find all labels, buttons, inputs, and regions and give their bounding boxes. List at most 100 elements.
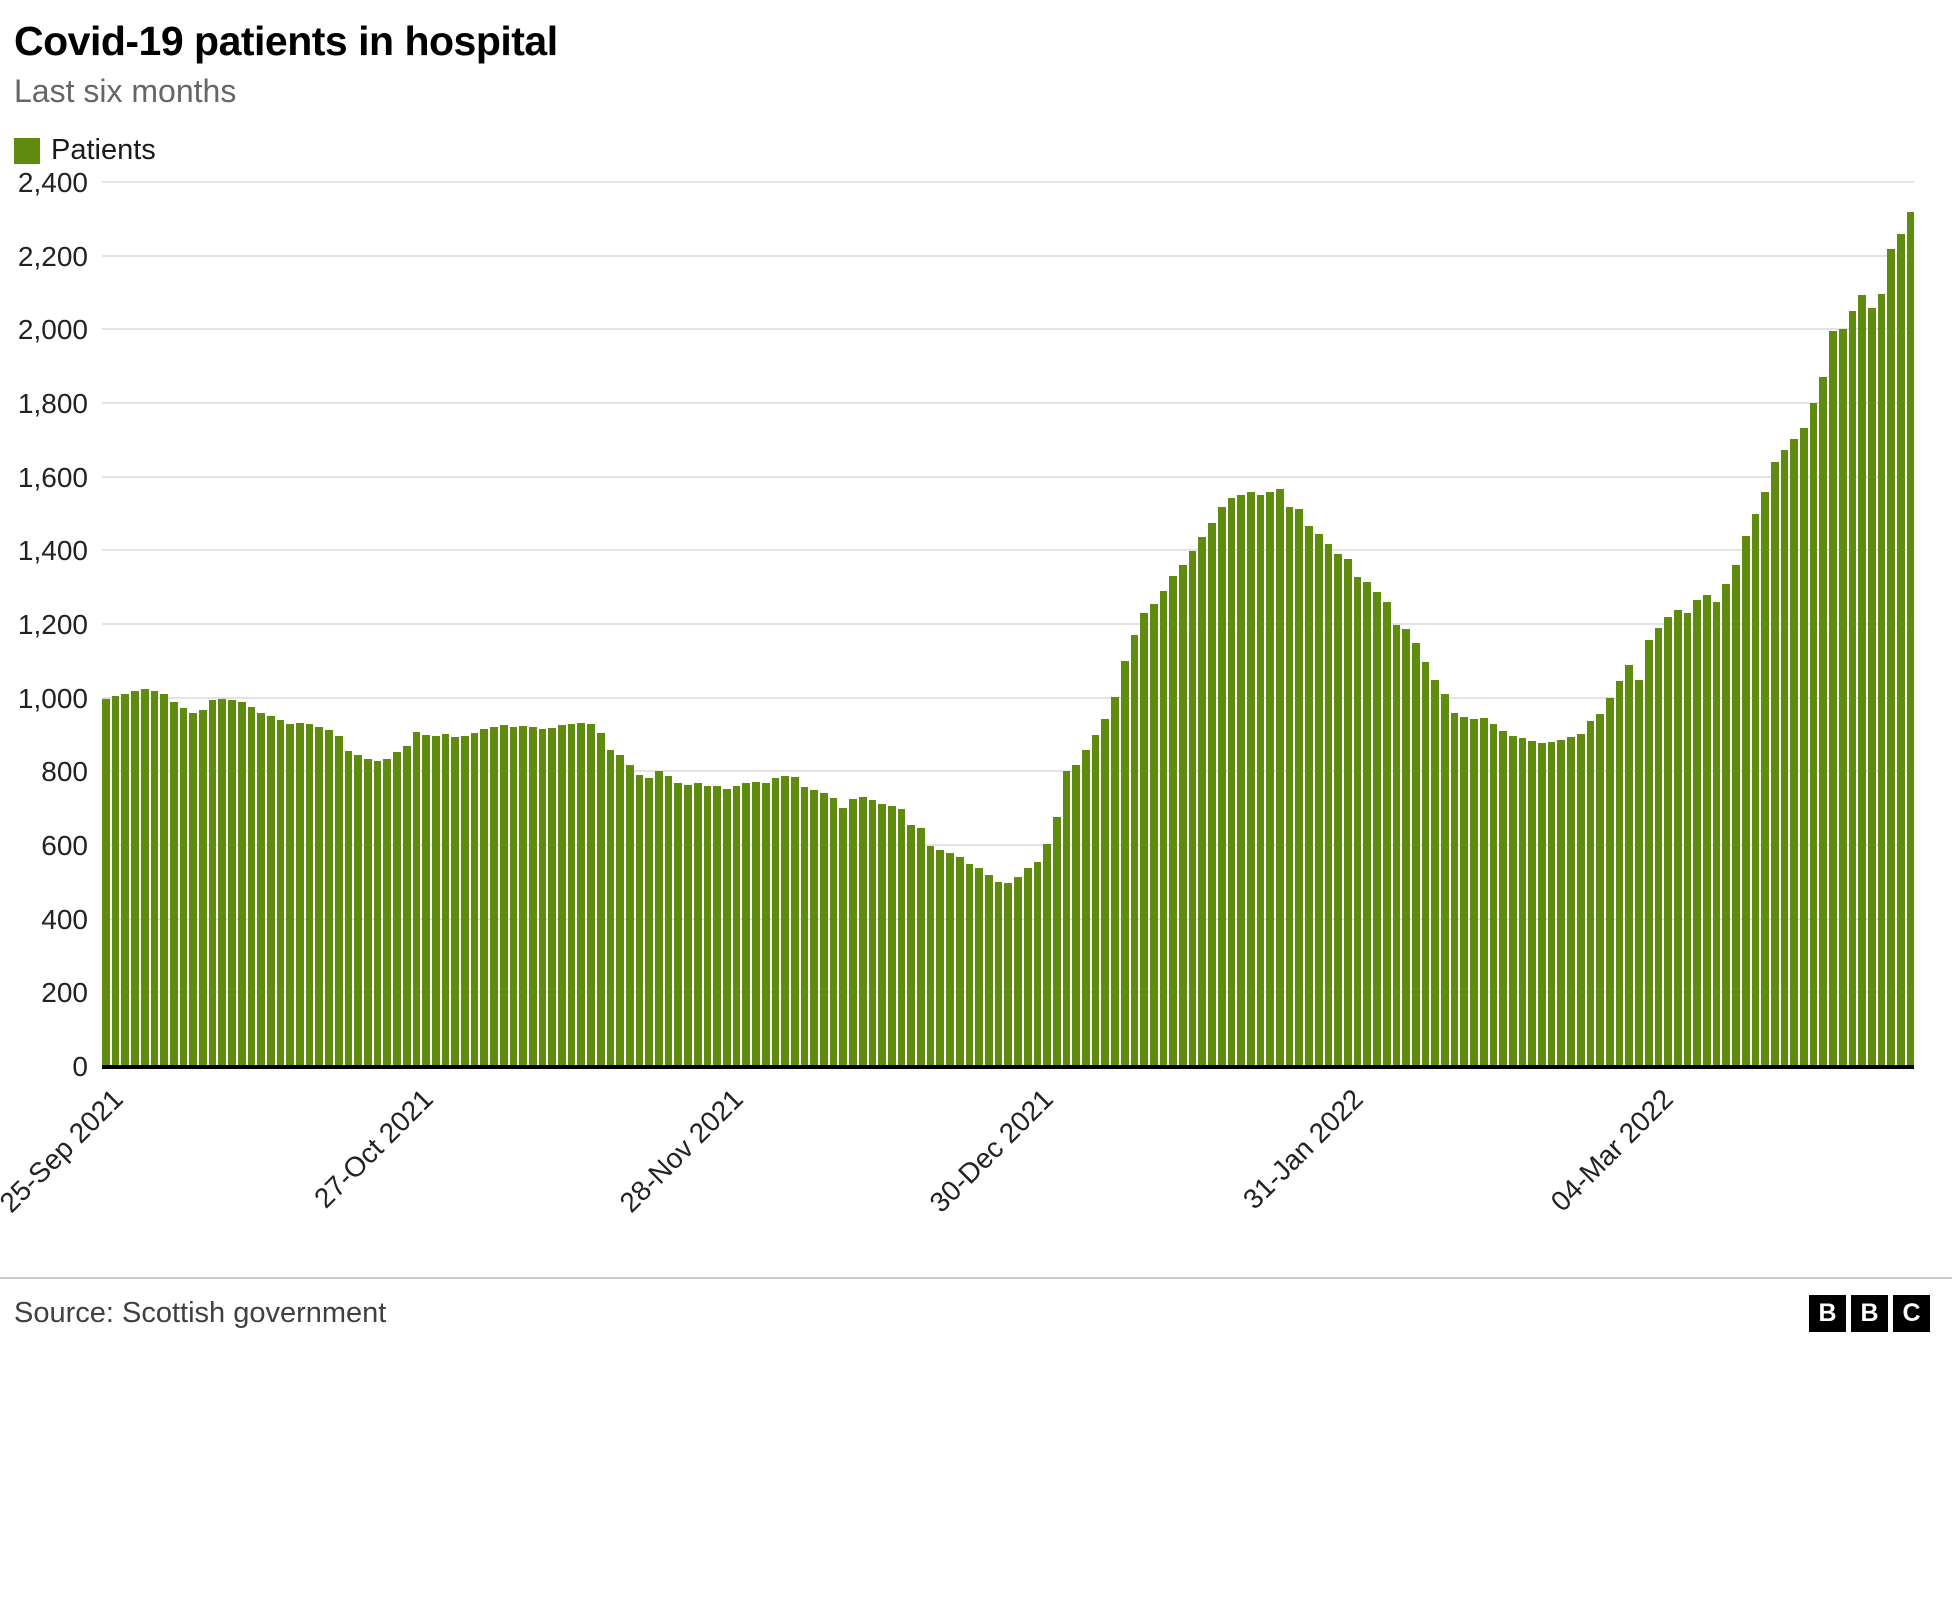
bar [334,735,343,1067]
bar [820,792,828,1067]
bar [1664,616,1672,1067]
bar [363,759,372,1067]
bar [1246,492,1255,1067]
bar [1179,565,1187,1067]
bar [1111,696,1119,1067]
bar [616,755,624,1067]
bar [1305,525,1313,1067]
bar [461,735,469,1067]
bar [1004,882,1013,1067]
bar [771,778,780,1067]
bar [140,689,149,1067]
y-axis-label: 400 [41,903,88,935]
chart-card: Covid-19 patients in hospital Last six m… [0,18,1915,1219]
bar [1295,508,1304,1067]
y-axis-label: 1,200 [17,609,88,640]
bar [1276,488,1284,1067]
bar [1460,717,1469,1067]
bar [1596,714,1604,1067]
bar [936,850,945,1067]
bar [1683,613,1692,1067]
y-axis-label: 200 [41,977,88,1009]
bar [228,699,236,1067]
x-axis-line [102,1065,1914,1069]
bar [1819,377,1828,1067]
bar [897,809,906,1067]
bar [1363,581,1372,1067]
bar [1693,599,1702,1067]
gridline [102,696,1914,699]
bar [373,761,382,1067]
bar [761,783,770,1067]
bar [1411,643,1420,1067]
bar [713,785,721,1067]
bar [1829,331,1837,1067]
bar [1499,731,1507,1067]
bar [1605,697,1614,1067]
bar [548,728,557,1067]
bar [1266,492,1275,1067]
bar [1547,742,1556,1067]
bar [519,725,527,1067]
bar [645,777,654,1067]
bar [1800,427,1808,1067]
bar [1906,211,1915,1067]
gridline [102,475,1914,478]
bar [1635,679,1643,1067]
bar [1479,717,1488,1067]
bar [1712,602,1721,1067]
y-axis-label: 600 [41,830,88,861]
y-axis-label: 800 [41,756,88,788]
bar [781,776,789,1067]
bar [1877,293,1886,1067]
bar [1130,635,1139,1067]
bbc-logo-letter-b1: B [1809,1295,1846,1332]
bar [567,724,576,1067]
bbc-logo: B B C [1809,1295,1930,1332]
y-axis-label: 1,800 [17,388,88,419]
bar [470,733,479,1067]
bar [849,798,857,1067]
bar [1169,576,1178,1067]
bar [422,734,430,1067]
bar [1188,550,1197,1067]
y-axis-label: 2,200 [17,240,88,272]
bar [305,724,314,1067]
bar [1809,402,1818,1067]
x-axis-label: 27-Oct 2021 [307,1083,439,1214]
bar [169,701,178,1067]
bar [1586,720,1595,1067]
bar [887,806,896,1067]
bar [984,875,993,1067]
bar [402,745,411,1067]
bar [1761,491,1769,1067]
y-axis-label: 0 [72,1051,88,1082]
gridline [102,770,1914,773]
bar [296,722,304,1067]
bar [276,720,285,1067]
bar [1848,311,1857,1067]
bar [1644,639,1653,1067]
bar [558,725,566,1067]
x-axis-label: 28-Nov 2021 [613,1083,749,1219]
bar [926,846,935,1067]
bar [1101,718,1110,1067]
bar [1334,554,1342,1067]
bar [218,698,227,1067]
bar [1732,565,1740,1067]
bar [441,734,450,1067]
bar [1838,328,1847,1067]
bar [742,783,751,1067]
bar [1508,735,1517,1067]
bar [635,775,644,1067]
bar [315,726,324,1067]
bar [752,781,760,1067]
source-text: Source: Scottish government [14,1297,387,1329]
bar [412,731,421,1067]
bar [1082,749,1090,1067]
bar [1314,533,1323,1067]
legend-swatch [14,137,40,164]
bar [1062,770,1071,1067]
bar [1703,594,1711,1067]
bar [1867,308,1876,1067]
